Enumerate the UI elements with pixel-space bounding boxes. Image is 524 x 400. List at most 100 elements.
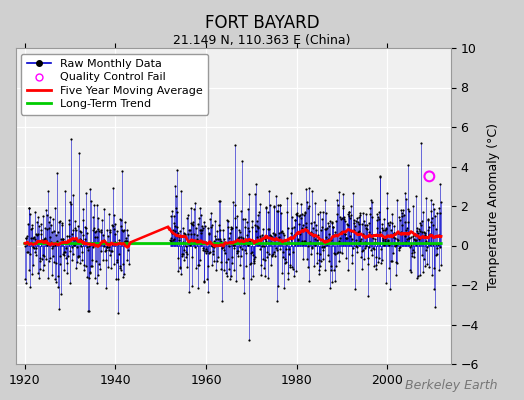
Point [198, 227, 206, 233]
Point [111, 221, 119, 228]
Point [367, 246, 375, 253]
Point [369, 240, 378, 246]
Point [364, 293, 373, 300]
Point [99, 239, 107, 245]
Point [89, 226, 97, 233]
Point [29, 234, 38, 241]
Point [116, 263, 124, 270]
Point [26, 284, 34, 290]
Point [266, 233, 275, 239]
Point [243, 219, 252, 226]
Point [106, 252, 115, 258]
Point [291, 216, 299, 223]
Point [353, 244, 362, 251]
Point [413, 230, 422, 236]
Point [266, 232, 274, 238]
Point [298, 224, 306, 231]
Point [431, 212, 439, 219]
Point [74, 223, 82, 230]
Point [325, 258, 334, 264]
Point [249, 252, 257, 258]
Point [250, 258, 258, 264]
Point [88, 240, 96, 246]
Point [279, 230, 287, 236]
Point [278, 239, 286, 246]
Point [381, 238, 389, 244]
Point [43, 275, 52, 281]
Point [188, 283, 196, 289]
Point [347, 212, 355, 218]
Point [271, 253, 279, 259]
Point [47, 239, 55, 245]
Point [413, 274, 421, 281]
Point [112, 276, 121, 282]
Point [116, 216, 125, 223]
Point [337, 228, 346, 235]
Point [53, 238, 61, 244]
Point [95, 266, 104, 272]
Point [60, 267, 68, 273]
Point [324, 230, 333, 237]
Point [388, 258, 397, 264]
Point [343, 235, 352, 242]
Point [45, 219, 53, 225]
Point [201, 223, 210, 229]
Point [204, 288, 212, 295]
Point [69, 226, 78, 233]
Point [387, 232, 396, 239]
Point [408, 232, 417, 239]
Point [427, 218, 435, 225]
Point [122, 237, 130, 244]
Point [425, 231, 434, 238]
Point [75, 260, 84, 266]
Point [414, 226, 423, 232]
Point [82, 224, 90, 231]
Point [389, 234, 397, 241]
Y-axis label: Temperature Anomaly (°C): Temperature Anomaly (°C) [487, 122, 500, 290]
Point [411, 192, 420, 199]
Point [395, 247, 403, 254]
Point [187, 231, 195, 237]
Point [122, 242, 130, 249]
Point [22, 235, 30, 242]
Point [214, 242, 222, 248]
Point [333, 197, 342, 204]
Point [368, 252, 377, 258]
Point [176, 228, 184, 234]
Point [386, 258, 395, 264]
Point [374, 259, 383, 265]
Point [314, 257, 323, 263]
Point [176, 265, 184, 271]
Point [396, 217, 404, 223]
Point [408, 250, 416, 256]
Point [377, 257, 386, 264]
Point [169, 237, 177, 243]
Point [395, 244, 403, 251]
Point [75, 150, 83, 156]
Point [56, 253, 64, 259]
Point [250, 191, 259, 197]
Point [92, 202, 101, 208]
Point [379, 235, 387, 242]
Point [258, 243, 266, 250]
Point [287, 235, 295, 242]
Point [295, 220, 303, 227]
Point [40, 262, 48, 269]
Point [341, 230, 349, 237]
Point [226, 230, 234, 236]
Point [227, 226, 235, 232]
Point [409, 247, 418, 254]
Point [77, 237, 85, 243]
Point [292, 212, 301, 218]
Point [243, 225, 252, 231]
Point [52, 260, 61, 266]
Point [170, 236, 179, 242]
Point [385, 222, 394, 228]
Point [392, 259, 400, 266]
Point [98, 217, 106, 224]
Point [369, 234, 377, 241]
Point [260, 243, 268, 249]
Point [354, 229, 362, 235]
Point [69, 251, 78, 257]
Point [394, 237, 402, 243]
